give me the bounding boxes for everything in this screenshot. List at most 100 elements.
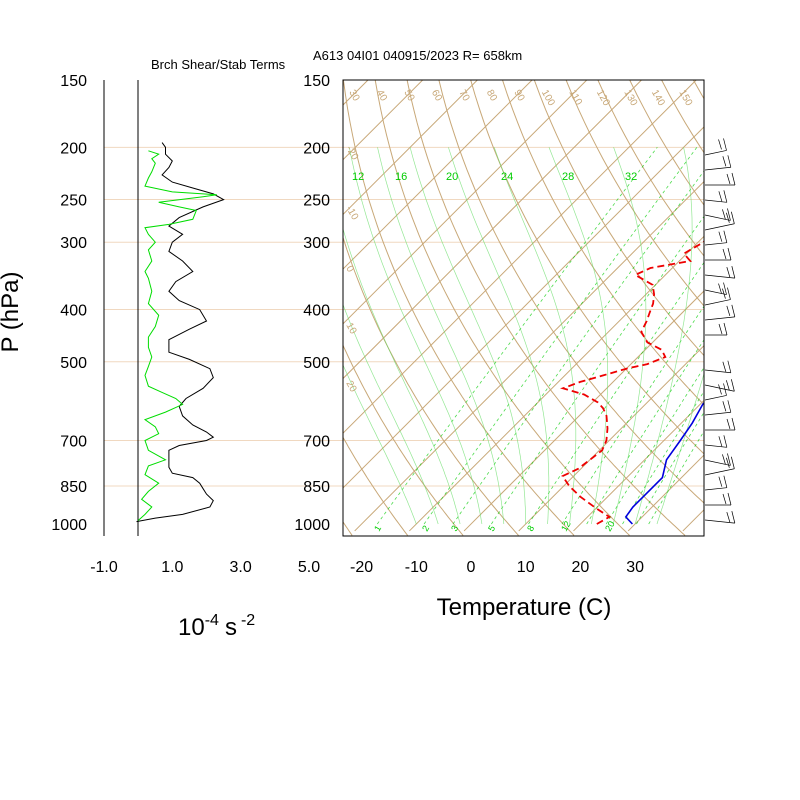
wind-barb — [704, 459, 731, 466]
mixing-ratio-top-label: 28 — [562, 171, 574, 183]
dewpoint-profile — [560, 240, 704, 525]
mixing-ratio-top-label: 24 — [501, 171, 513, 183]
wind-barb-flag — [726, 418, 731, 430]
isotherm-side-label: 0 — [343, 264, 356, 275]
shear-stab-line — [136, 142, 225, 523]
wind-barb-flag — [727, 287, 731, 300]
left-xlabel-exponent: -4 — [205, 612, 219, 629]
temperature-axis-label: Temperature (C) — [437, 594, 612, 621]
mixing-ratio-line — [423, 147, 698, 525]
wind-barb-flag — [726, 267, 731, 278]
wind-barb-flag — [718, 476, 723, 487]
mixing-ratio-top-label: 32 — [625, 171, 637, 183]
mixing-ratio-bottom-label: 2 — [420, 524, 431, 533]
isotherm-line — [343, 80, 697, 434]
wind-barb-flag — [718, 191, 723, 202]
wind-barb-flag — [723, 475, 728, 488]
isotherm-line — [409, 235, 704, 532]
wind-barb — [704, 214, 731, 221]
dry-adiabat-label: 100 — [539, 88, 557, 108]
isotherm-side-label: 10 — [343, 321, 358, 337]
mixing-ratio-bottom-label: 5 — [486, 524, 497, 533]
moist-adiabat-line — [656, 372, 704, 525]
isotherm-line — [0, 64, 329, 531]
wind-barb-flag — [718, 283, 722, 294]
wind-barb-flag — [731, 211, 735, 224]
dry-adiabat-line — [747, 64, 800, 536]
wind-barb-flag — [727, 453, 731, 466]
pressure-tick-label: 1000 — [294, 517, 330, 534]
pressure-tick-label: 300 — [60, 235, 87, 252]
moist-adiabat-line — [448, 147, 550, 525]
wind-barb — [704, 274, 735, 279]
dry-adiabat-label: 40 — [374, 88, 389, 104]
temperature-tick-label: 10 — [517, 559, 535, 576]
pressure-tick-label: 200 — [60, 140, 87, 157]
isotherm-line — [627, 454, 704, 532]
mixing-ratio-line — [622, 390, 704, 525]
pressure-tick-label: 150 — [60, 73, 87, 90]
isotherm-line — [343, 80, 479, 216]
wind-barb-flag — [722, 454, 726, 465]
pressure-tick-label: 500 — [60, 355, 87, 372]
dry-adiabat-line — [565, 80, 704, 307]
wind-barb-flag — [718, 436, 723, 447]
dry-adiabat-line — [533, 80, 704, 357]
pressure-tick-label: 700 — [60, 434, 87, 451]
dry-adiabat-line — [148, 64, 242, 536]
mixing-ratio-line — [586, 339, 704, 525]
left-x-tick-label: 3.0 — [230, 559, 252, 576]
wind-barb-flag — [731, 379, 735, 392]
wind-barb-flag — [727, 155, 732, 168]
wind-barb-flag — [722, 493, 727, 505]
mixing-ratio-line — [648, 430, 704, 525]
mixing-ratio-line — [636, 411, 704, 525]
dry-adiabat-line — [501, 80, 704, 406]
wind-barb-flag — [727, 360, 732, 373]
wind-barb-flag — [726, 212, 730, 223]
mixing-ratio-bottom-label: 3 — [449, 524, 460, 533]
skewt-background-lines — [0, 64, 800, 536]
moist-adiabat-line — [493, 147, 577, 525]
wind-barb-flag — [722, 209, 726, 220]
wind-barb-flag — [722, 401, 727, 412]
wind-barb-flag — [731, 172, 736, 186]
dry-adiabat-label: 80 — [484, 88, 499, 104]
isotherm-line — [518, 344, 704, 532]
pressure-tick-label: 500 — [303, 355, 330, 372]
wind-barb-flag — [718, 384, 722, 395]
wind-barb — [704, 411, 731, 416]
mixing-ratio-line — [605, 366, 704, 525]
dry-adiabat-line — [343, 236, 519, 536]
isotherm-line — [0, 64, 165, 531]
wind-barb-flag — [722, 288, 726, 299]
wind-barb — [704, 289, 727, 295]
left-x-tick-label: 5.0 — [298, 559, 320, 576]
moist-adiabat-line — [348, 147, 483, 525]
pressure-tick-label: 400 — [60, 303, 87, 320]
wind-barb-flag — [723, 322, 728, 336]
mixing-ratio-line — [528, 261, 704, 525]
wind-barb-flag — [723, 190, 728, 203]
isotherm-line — [682, 509, 704, 532]
dry-adiabat-label: 110 — [566, 88, 584, 108]
dry-adiabat-line — [692, 80, 704, 100]
wind-barb-flag — [731, 417, 736, 431]
wind-barb-flag — [722, 248, 727, 260]
temperature-tick-label: 0 — [467, 559, 476, 576]
wind-barb-flag — [727, 208, 731, 221]
moist-adiabat-line — [343, 364, 417, 525]
wind-barb-flag — [723, 138, 727, 151]
pressure-tick-label: 150 — [303, 73, 330, 90]
left-panel-title: Brch Shear/Stab Terms — [151, 57, 286, 72]
moist-adiabat-line — [612, 147, 647, 525]
mixing-ratio-bottom-label: 1 — [372, 524, 383, 533]
moist-adiabat-line — [343, 303, 439, 525]
isotherm-side-label: -10 — [343, 204, 360, 222]
temperature-tick-labels: -20 -10 0 10 20 30 — [350, 559, 644, 576]
dry-adiabat-line — [629, 80, 704, 206]
wind-barb-flag — [723, 230, 728, 243]
